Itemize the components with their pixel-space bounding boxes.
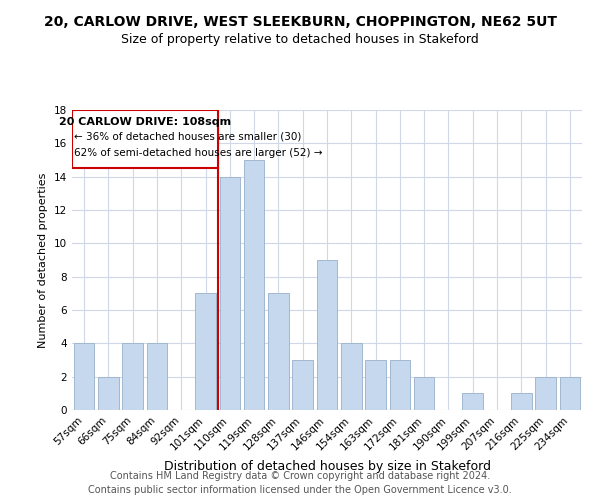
Bar — [195, 294, 216, 410]
Bar — [244, 160, 265, 410]
Bar — [98, 376, 119, 410]
Bar — [365, 360, 386, 410]
X-axis label: Distribution of detached houses by size in Stakeford: Distribution of detached houses by size … — [163, 460, 491, 473]
Text: 62% of semi-detached houses are larger (52) →: 62% of semi-detached houses are larger (… — [74, 148, 323, 158]
Bar — [560, 376, 580, 410]
FancyBboxPatch shape — [72, 110, 218, 168]
Bar — [292, 360, 313, 410]
Bar — [414, 376, 434, 410]
Bar — [268, 294, 289, 410]
Bar — [535, 376, 556, 410]
Bar — [220, 176, 240, 410]
Bar — [74, 344, 94, 410]
Text: 20 CARLOW DRIVE: 108sqm: 20 CARLOW DRIVE: 108sqm — [59, 116, 231, 126]
Bar — [389, 360, 410, 410]
Text: Contains HM Land Registry data © Crown copyright and database right 2024.
Contai: Contains HM Land Registry data © Crown c… — [88, 471, 512, 495]
Text: ← 36% of detached houses are smaller (30): ← 36% of detached houses are smaller (30… — [74, 132, 302, 141]
Y-axis label: Number of detached properties: Number of detached properties — [38, 172, 49, 348]
Bar — [511, 394, 532, 410]
Bar — [146, 344, 167, 410]
Bar — [341, 344, 362, 410]
Bar — [463, 394, 483, 410]
Bar — [317, 260, 337, 410]
Text: Size of property relative to detached houses in Stakeford: Size of property relative to detached ho… — [121, 32, 479, 46]
Bar — [122, 344, 143, 410]
Text: 20, CARLOW DRIVE, WEST SLEEKBURN, CHOPPINGTON, NE62 5UT: 20, CARLOW DRIVE, WEST SLEEKBURN, CHOPPI… — [44, 15, 557, 29]
